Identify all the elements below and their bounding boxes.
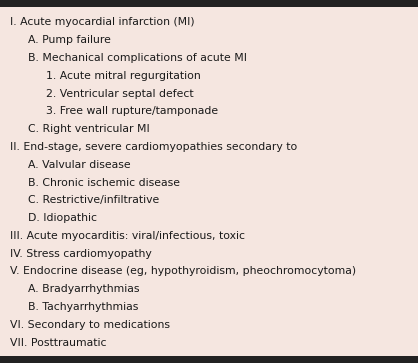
- Text: C. Right ventricular MI: C. Right ventricular MI: [28, 124, 150, 134]
- Bar: [0, 0, 418, 7]
- Text: II. End-stage, severe cardiomyopathies secondary to: II. End-stage, severe cardiomyopathies s…: [10, 142, 298, 152]
- Text: D. Idiopathic: D. Idiopathic: [28, 213, 97, 223]
- Text: A. Valvular disease: A. Valvular disease: [28, 160, 131, 170]
- Text: 2. Ventricular septal defect: 2. Ventricular septal defect: [46, 89, 193, 99]
- Text: VI. Secondary to medications: VI. Secondary to medications: [10, 320, 171, 330]
- Text: B. Tachyarrhythmias: B. Tachyarrhythmias: [28, 302, 138, 312]
- Bar: [0, 356, 418, 363]
- Text: 1. Acute mitral regurgitation: 1. Acute mitral regurgitation: [46, 71, 200, 81]
- Text: C. Restrictive/infiltrative: C. Restrictive/infiltrative: [28, 195, 159, 205]
- Text: I. Acute myocardial infarction (MI): I. Acute myocardial infarction (MI): [10, 17, 195, 28]
- Text: B. Chronic ischemic disease: B. Chronic ischemic disease: [28, 178, 180, 188]
- Text: A. Bradyarrhythmias: A. Bradyarrhythmias: [28, 284, 140, 294]
- Text: V. Endocrine disease (eg, hypothyroidism, pheochromocytoma): V. Endocrine disease (eg, hypothyroidism…: [10, 266, 357, 277]
- Text: A. Pump failure: A. Pump failure: [28, 35, 111, 45]
- Text: VII. Posttraumatic: VII. Posttraumatic: [10, 338, 107, 348]
- Text: 3. Free wall rupture/tamponade: 3. Free wall rupture/tamponade: [46, 106, 218, 117]
- Text: III. Acute myocarditis: viral/infectious, toxic: III. Acute myocarditis: viral/infectious…: [10, 231, 245, 241]
- Text: IV. Stress cardiomyopathy: IV. Stress cardiomyopathy: [10, 249, 152, 259]
- Text: B. Mechanical complications of acute MI: B. Mechanical complications of acute MI: [28, 53, 247, 63]
